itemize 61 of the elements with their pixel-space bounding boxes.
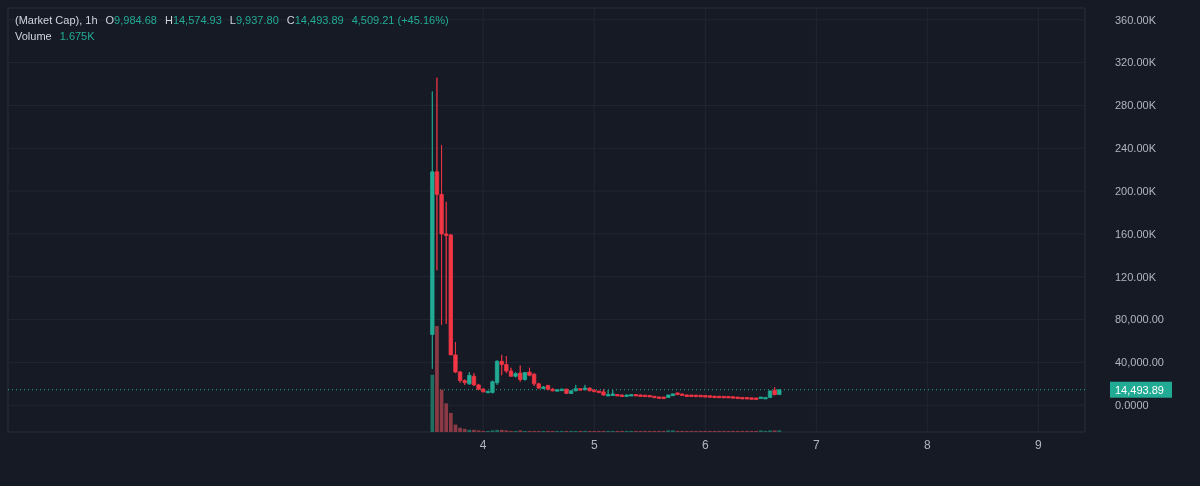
candlestick (518, 365, 523, 383)
x-tick-label: 9 (1035, 438, 1043, 452)
y-tick-label: 360.00K (1115, 13, 1157, 26)
candlestick (661, 396, 666, 399)
candlestick (615, 393, 620, 397)
y-tick-label: 80,000.00 (1115, 313, 1164, 326)
candlestick (633, 393, 639, 397)
candlestick (772, 386, 777, 396)
candlestick (582, 384, 588, 391)
bar (467, 429, 472, 432)
candlestick (656, 396, 662, 399)
candlestick (545, 384, 551, 391)
candlestick (513, 371, 518, 378)
x-tick-label: 8 (923, 438, 931, 452)
candlestick (531, 372, 537, 387)
x-tick-label: 7 (812, 438, 820, 452)
candlestick (596, 390, 602, 393)
annotation: L9,937.80 (229, 14, 279, 26)
candlestick (744, 396, 750, 400)
bar (462, 428, 467, 432)
annotation: H14,574.93 (164, 14, 222, 26)
candlestick (587, 387, 592, 392)
candlestick (624, 394, 629, 397)
candlestick (712, 395, 717, 399)
x-tick-label: 6 (701, 438, 709, 452)
annotation: C14,493.89 (286, 14, 344, 26)
annotation: 4,509.21 (+45.16%) (351, 14, 449, 26)
candlestick (550, 387, 555, 392)
candlestick (555, 388, 560, 392)
y-tick-label: 160.00K (1115, 227, 1157, 240)
annotation: O9,984.68 (105, 14, 157, 26)
candlestick (730, 396, 736, 399)
x-tick-label: 4 (479, 438, 487, 452)
candlestick (564, 388, 569, 395)
bar (495, 429, 499, 432)
candlestick (619, 394, 625, 397)
candlestick (467, 371, 472, 386)
y-tick-label: 320.00K (1115, 56, 1157, 69)
candlestick (707, 395, 713, 398)
candlestick (430, 91, 435, 370)
ref-line-label: 14,493.89 (1115, 383, 1164, 396)
y-tick-label: 200.00K (1115, 184, 1157, 197)
y-tick-label: 120.00K (1115, 270, 1157, 283)
y-tick-label: 0.0000 (1115, 399, 1149, 412)
y-tick-label: 280.00K (1115, 99, 1157, 112)
candlestick (471, 372, 477, 387)
candlestick (666, 394, 671, 399)
candlestick (578, 387, 583, 391)
x-tick-label: 5 (590, 438, 598, 452)
text: (Market Cap), 1h (15, 14, 98, 26)
annotation: 1.675K (59, 30, 96, 42)
bar (499, 429, 504, 432)
y-tick-label: 40,000.00 (1115, 356, 1164, 369)
candlestick (559, 388, 564, 392)
y-tick-label: 240.00K (1115, 142, 1157, 155)
chart-title: Volume (15, 30, 52, 42)
bar (430, 374, 435, 432)
candlestick (670, 393, 676, 397)
bar (472, 429, 476, 432)
bar (435, 326, 439, 432)
candlestick (522, 371, 527, 382)
